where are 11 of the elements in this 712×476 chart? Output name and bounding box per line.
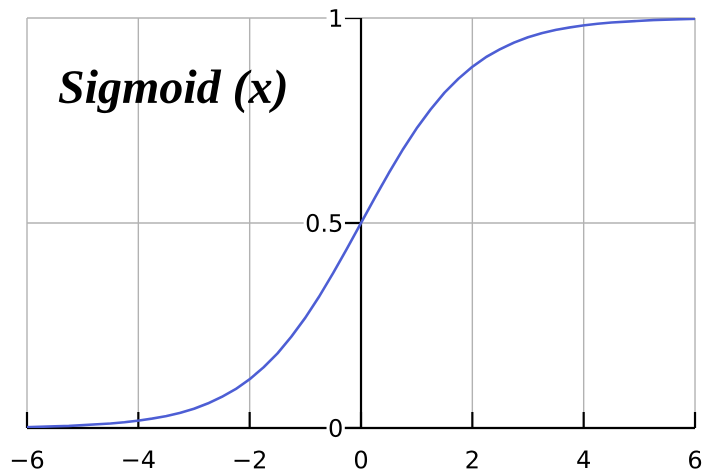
x-tick-label: 0 — [354, 450, 368, 469]
text: Sigmoid (x) — [58, 70, 286, 114]
x-tick-label: 2 — [466, 450, 478, 468]
y-tick-label: 1 — [330, 9, 342, 27]
x-tick-label: −2 — [234, 450, 265, 468]
x-tick-label: 6 — [689, 450, 702, 469]
y-tick-label: 0.5 — [306, 214, 342, 232]
y-tick-label: 0 — [330, 418, 342, 438]
x-tick-label: −6 — [12, 450, 44, 469]
x-tick-label: −4 — [123, 450, 155, 468]
x-tick-label: 4 — [577, 450, 590, 468]
